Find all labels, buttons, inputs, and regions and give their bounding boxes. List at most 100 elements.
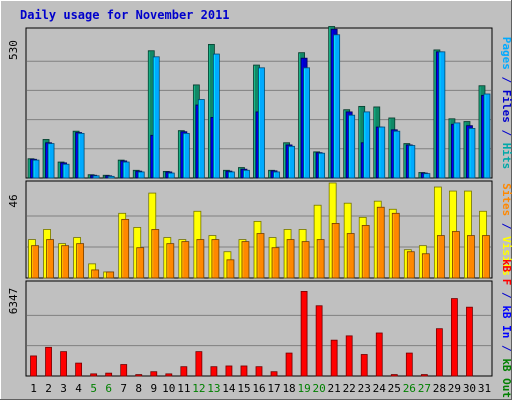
bar-pages-day-6 (107, 175, 115, 179)
bar-sites-day-30 (467, 235, 475, 279)
x-tick-label: 31 (478, 382, 491, 395)
legend-entry: / (500, 123, 512, 143)
y-axis-legend-label: Pages / Files / Hits (500, 37, 512, 170)
x-tick-label: 15 (237, 382, 250, 395)
bar-sites-day-20 (316, 239, 325, 279)
bar-pages-day-24 (378, 126, 386, 179)
bar-kb-f-day-26 (405, 352, 413, 377)
bar-sites-day-4 (76, 243, 85, 279)
legend-entry: kB In (500, 305, 512, 338)
bar-kb-f-day-6 (105, 372, 113, 377)
legend-entry: kB Out (500, 358, 512, 398)
bar-sites-day-6 (106, 271, 115, 279)
x-tick-label: 22 (343, 382, 356, 395)
bar-sites-day-16 (256, 233, 265, 279)
bar-pages-day-2 (47, 143, 55, 179)
x-tick-label: 14 (222, 382, 236, 395)
x-tick-label: 20 (313, 382, 326, 395)
bar-kb-f-day-27 (420, 374, 428, 377)
bar-sites-day-27 (421, 253, 430, 279)
bar-sites-day-12 (196, 239, 205, 279)
bar-pages-day-11 (182, 132, 190, 179)
bar-pages-day-13 (213, 53, 220, 179)
bar-pages-day-5 (92, 175, 100, 179)
bar-pages-day-4 (77, 132, 85, 179)
bar-pages-day-27 (423, 173, 431, 179)
x-tick-label: 21 (328, 382, 341, 395)
x-axis-tick-labels: 1 2 3 4 5 6 7 8 9 10 11 12 13 14 15 16 17 18 19 20 21 22 23 24 2… (30, 382, 491, 395)
bar-pages-day-30 (468, 128, 476, 179)
bar-sites-day-8 (136, 247, 145, 279)
bar-pages-day-3 (62, 163, 70, 179)
bar-sites-day-28 (436, 235, 445, 279)
x-tick-label: 1 (30, 382, 37, 395)
bar-pages-day-21 (333, 34, 341, 179)
bar-sites-day-3 (61, 245, 69, 279)
bar-sites-day-10 (166, 243, 175, 279)
y-max-label: 530 (7, 40, 20, 60)
bar-pages-day-31 (483, 93, 491, 179)
x-tick-label: 6 (105, 382, 112, 395)
bar-sites-day-14 (226, 259, 235, 279)
bar-sites-day-21 (331, 223, 340, 279)
legend-entry: kB F (500, 259, 512, 286)
bar-kb-f-day-22 (345, 335, 353, 377)
bar-pages-day-9 (152, 56, 160, 179)
bar-sites-day-24 (376, 206, 385, 279)
bar-sites-day-26 (406, 251, 415, 279)
x-tick-label: 17 (267, 382, 280, 395)
bar-kb-f-day-13 (210, 366, 218, 377)
x-tick-label: 12 (192, 382, 205, 395)
bar-kb-f-day-20 (315, 305, 323, 377)
bar-kb-f-day-25 (390, 374, 398, 377)
x-tick-label: 16 (252, 382, 265, 395)
panel-visits-sites: 46 Sites / Visits (7, 180, 512, 279)
bar-sites-day-15 (241, 241, 250, 279)
x-tick-label: 30 (463, 382, 476, 395)
bar-pages-day-23 (363, 111, 371, 179)
bar-kb-f-day-3 (60, 351, 67, 377)
x-tick-label: 23 (358, 382, 371, 395)
legend-entry: Files (500, 90, 512, 123)
bar-kb-f-day-11 (180, 366, 188, 377)
x-tick-label: 5 (90, 382, 97, 395)
bar-sites-day-17 (271, 247, 280, 279)
x-tick-label: 8 (135, 382, 142, 395)
bar-sites-day-13 (211, 239, 220, 279)
bar-pages-day-22 (348, 114, 356, 179)
bar-kb-f-day-15 (240, 365, 248, 377)
x-tick-label: 4 (75, 382, 82, 395)
bar-sites-day-31 (482, 235, 490, 279)
bar-sites-day-11 (181, 241, 190, 279)
bar-pages-day-15 (243, 169, 250, 179)
panel-kbf-kbin-kbout: 6 34 7 kB F / kB In / kB Out (7, 259, 512, 398)
x-tick-label: 3 (60, 382, 67, 395)
x-tick-label: 13 (207, 382, 220, 395)
x-tick-label: 11 (177, 382, 190, 395)
x-tick-label: 10 (162, 382, 175, 395)
legend-entry: Pages (500, 37, 512, 70)
bar-sites-day-19 (301, 241, 310, 279)
bar-kb-f-day-17 (270, 371, 278, 377)
chart-title: Daily usage for November 2011 (20, 8, 230, 22)
legend-entry: / (500, 285, 512, 305)
x-tick-label: 19 (297, 382, 310, 395)
bar-pages-day-12 (197, 99, 205, 179)
bar-sites-day-2 (46, 239, 54, 279)
bar-kb-f-day-8 (135, 374, 143, 377)
legend-entry: / (500, 216, 512, 236)
bar-kb-f-day-24 (375, 332, 383, 377)
bar-kb-f-day-28 (435, 328, 443, 377)
y-axis-legend-label: kB F / kB In / kB Out (500, 259, 512, 398)
bar-kb-f-day-21 (330, 339, 338, 377)
bar-sites-day-5 (91, 269, 100, 279)
bar-kb-f-day-14 (225, 365, 233, 377)
bar-pages-day-1 (32, 159, 40, 179)
bar-kb-f-day-30 (466, 306, 473, 377)
bar-sites-day-25 (391, 212, 400, 279)
bar-kb-f-day-9 (150, 371, 158, 377)
x-tick-label: 29 (448, 382, 461, 395)
bar-pages-day-7 (122, 161, 130, 179)
x-tick-label: 7 (120, 382, 127, 395)
